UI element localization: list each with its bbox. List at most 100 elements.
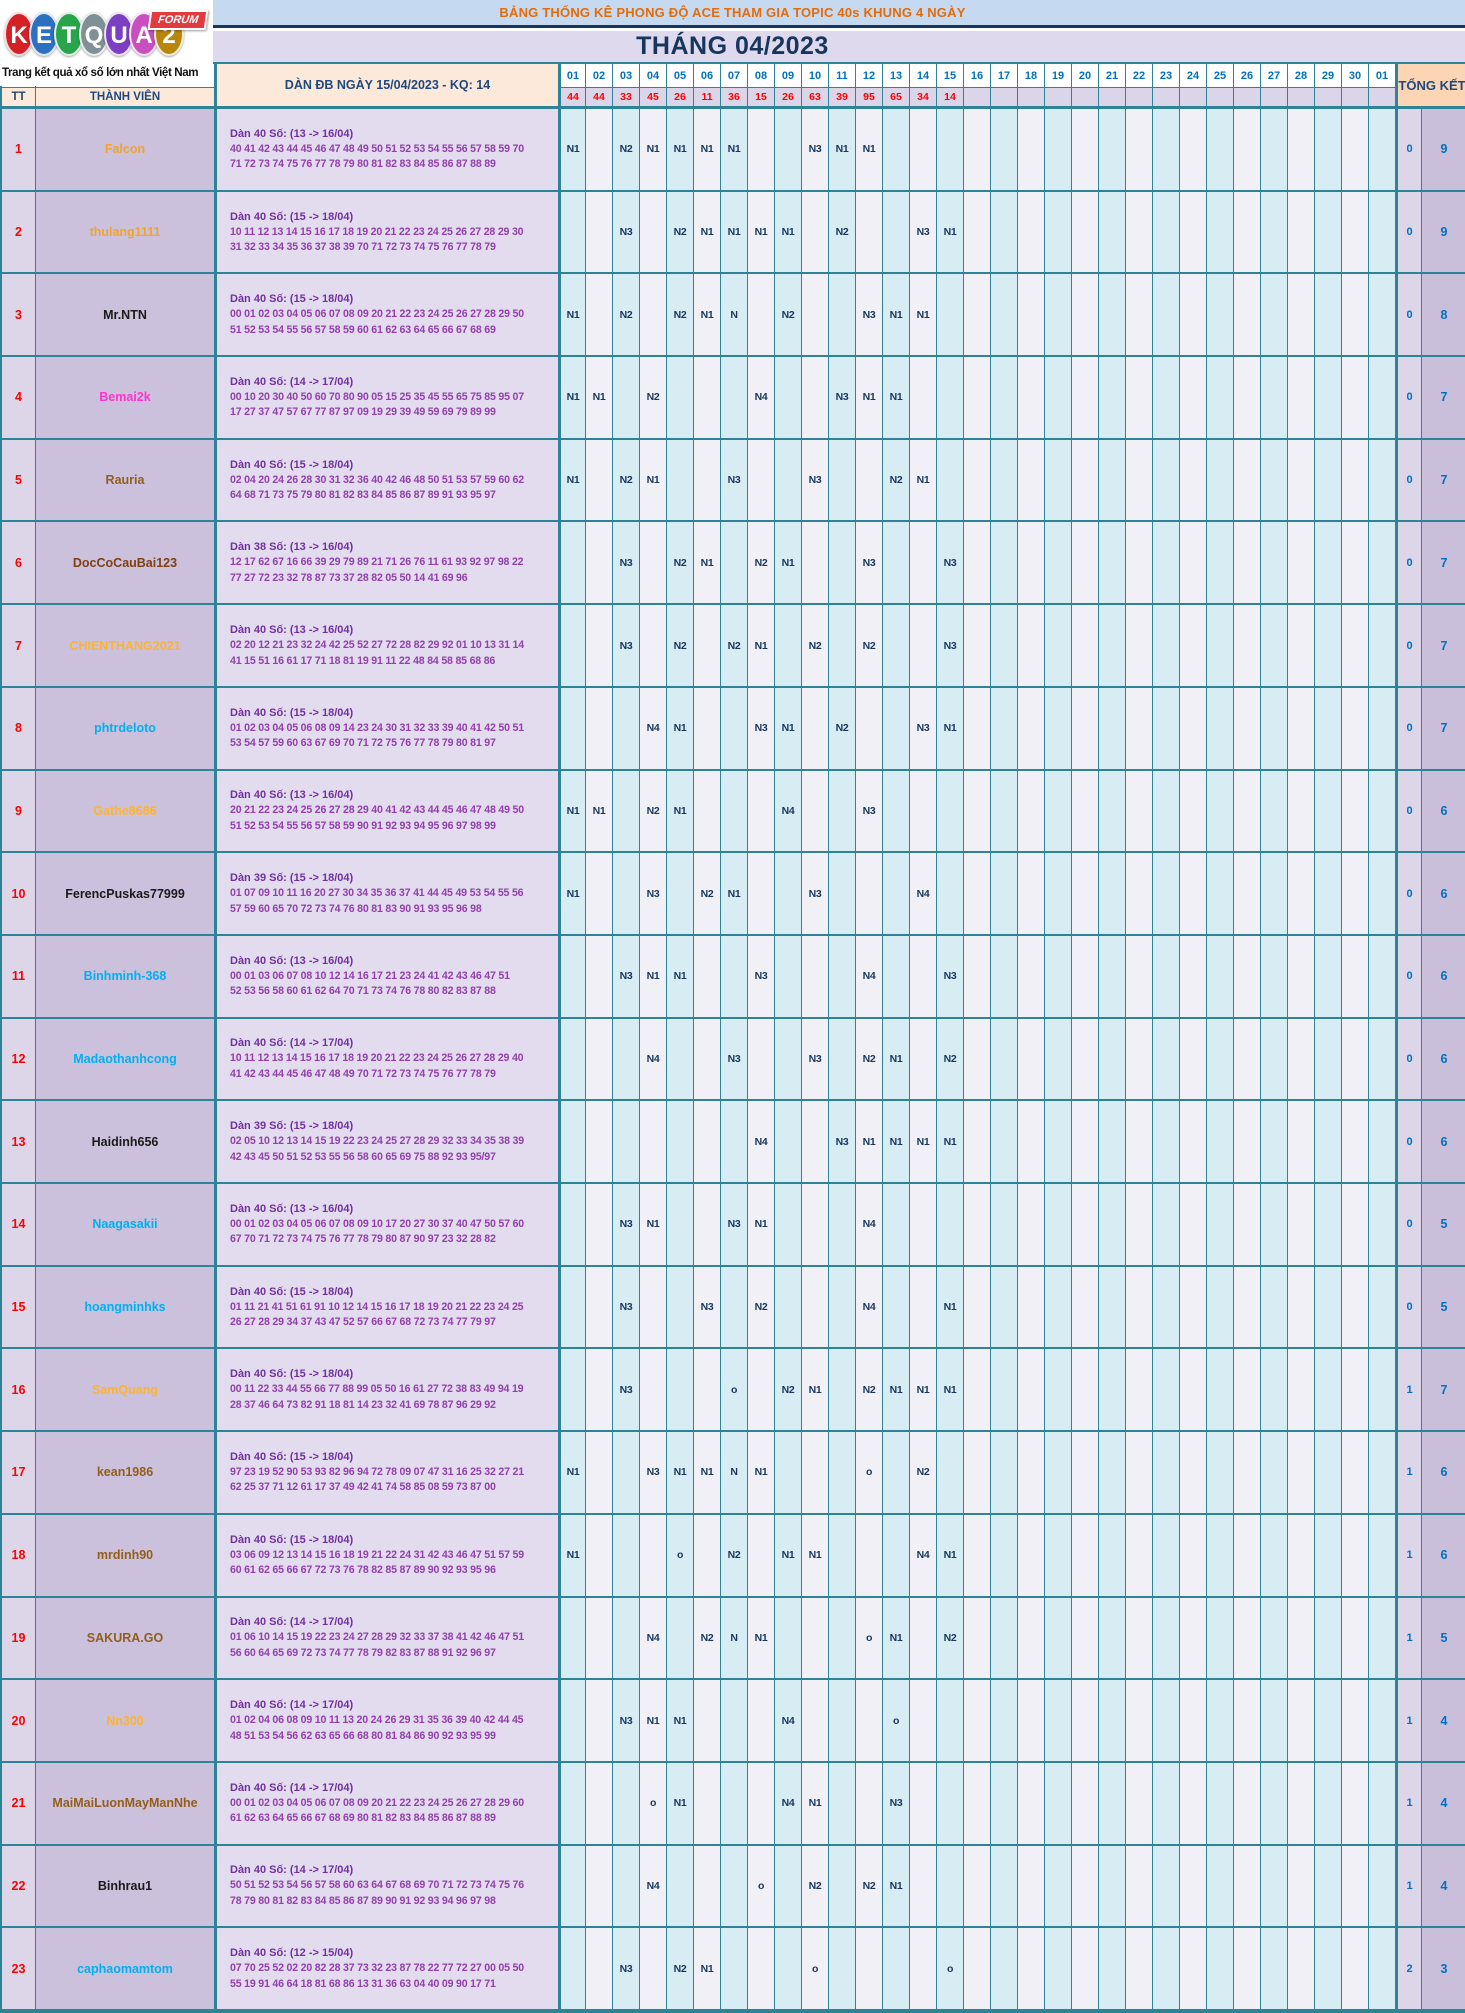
total-miss-cell: 0 [1396, 439, 1422, 523]
member-name[interactable]: Naagasakii [36, 1184, 215, 1267]
day-mark-cell [829, 935, 856, 1019]
day-mark-cell [883, 1432, 910, 1515]
day-mark-cell [1369, 439, 1396, 523]
total-hit-cell: 4 [1422, 1680, 1465, 1763]
day-mark-cell [559, 1928, 586, 2011]
day-mark-cell [1153, 109, 1180, 192]
tt-cell: 19 [2, 1597, 36, 1681]
day-mark-cell: o [856, 1432, 883, 1515]
member-name[interactable]: thulang1111 [36, 191, 215, 275]
day-mark-cell [829, 1018, 856, 1102]
day-mark-cell [1234, 1101, 1261, 1185]
member-name[interactable]: Rauria [36, 439, 215, 523]
tt-cell: 16 [2, 1349, 36, 1433]
dan-cell: Dàn 40 Số: (15 -> 18/04) 03 06 09 12 13 1… [215, 1514, 559, 1598]
day-mark-cell [802, 1597, 829, 1681]
member-name[interactable]: phtrdeloto [36, 687, 215, 771]
member-name[interactable]: SAKURA.GO [36, 1597, 215, 1681]
day-mark-cell: N1 [937, 687, 964, 771]
member-name[interactable]: kean1986 [36, 1432, 215, 1515]
day-mark-cell [964, 522, 991, 606]
member-name[interactable]: SamQuang [36, 1349, 215, 1433]
day-mark-cell [1045, 1432, 1072, 1515]
day-mark-cell [1234, 191, 1261, 275]
member-name[interactable]: Madaothanhcong [36, 1018, 215, 1102]
day-mark-cell [1207, 522, 1234, 606]
member-name[interactable]: Haidinh656 [36, 1101, 215, 1185]
day-mark-cell [991, 1514, 1018, 1598]
member-name[interactable]: Nn300 [36, 1680, 215, 1763]
day-mark-cell [613, 357, 640, 440]
total-miss-cell: 1 [1396, 1514, 1422, 1598]
day-mark-cell [1369, 1680, 1396, 1763]
day-mark-cell [1261, 109, 1288, 192]
dan-line2: 41 15 51 16 61 17 71 18 81 19 91 11 22 4… [230, 654, 496, 667]
tt-cell: 18 [2, 1514, 36, 1598]
member-name[interactable]: Binhminh-368 [36, 935, 215, 1019]
day-mark-cell [1018, 1928, 1045, 2011]
day-mark-cell [802, 357, 829, 440]
day-mark-cell [1369, 687, 1396, 771]
member-name[interactable]: Mr.NTN [36, 274, 215, 358]
member-name[interactable]: mrdinh90 [36, 1514, 215, 1598]
member-name[interactable]: FerencPuskas77999 [36, 853, 215, 936]
day-mark-cell [559, 1349, 586, 1433]
member-name[interactable]: MaiMaiLuonMayManNhe [36, 1762, 215, 1846]
day-mark-cell [1261, 1845, 1288, 1929]
member-name[interactable]: caphaomamtom [36, 1928, 215, 2011]
dan-line2: 51 52 53 54 55 56 57 58 59 60 61 62 63 6… [230, 323, 496, 336]
dan-title: Dàn 40 Số: (14 -> 17/04) [230, 1616, 354, 1629]
member-name[interactable]: hoangminhks [36, 1266, 215, 1350]
day-mark-cell [559, 522, 586, 606]
day-mark-cell [748, 274, 775, 358]
day-header-cell: 30 [1342, 64, 1369, 88]
dan-cell: Dàn 40 Số: (12 -> 15/04) 07 70 25 52 02 2… [215, 1928, 559, 2011]
day-mark-cell [613, 1514, 640, 1598]
day-header-cell: 29 [1315, 64, 1342, 88]
member-name[interactable]: DocCoCauBai123 [36, 522, 215, 606]
day-mark-cell [1099, 770, 1126, 854]
day-mark-cell [667, 1845, 694, 1929]
dan-line2: 57 59 60 65 70 72 73 74 76 80 81 83 90 9… [230, 902, 482, 915]
member-name[interactable]: Gathe8686 [36, 770, 215, 854]
day-mark-cell [1288, 770, 1315, 854]
day-mark-cell [1099, 1432, 1126, 1515]
day-mark-cell [1045, 1018, 1072, 1102]
day-mark-cell: N2 [856, 1845, 883, 1929]
member-name[interactable]: Falcon [36, 109, 215, 192]
day-mark-cell: N2 [721, 1514, 748, 1598]
day-mark-cell [964, 1101, 991, 1185]
day-mark-cell [1369, 274, 1396, 358]
day-mark-cell [1018, 109, 1045, 192]
day-mark-cell [1045, 439, 1072, 523]
member-name[interactable]: CHIENTHANG2021 [36, 605, 215, 688]
day-mark-cell [1342, 1845, 1369, 1929]
day-mark-cell [829, 770, 856, 854]
day-mark-cell: N1 [775, 522, 802, 606]
day-mark-cell: o [802, 1928, 829, 2011]
day-mark-cell [1072, 1266, 1099, 1350]
member-name[interactable]: Bemai2k [36, 357, 215, 440]
day-mark-cell [1234, 605, 1261, 688]
kq-value-cell: 14 [937, 88, 964, 109]
day-mark-cell [748, 1514, 775, 1598]
day-mark-cell: o [667, 1514, 694, 1598]
total-hit-cell: 6 [1422, 1514, 1465, 1598]
day-mark-cell [1180, 1184, 1207, 1267]
day-mark-cell [1099, 274, 1126, 358]
day-mark-cell [991, 1432, 1018, 1515]
dan-cell: Dàn 40 Số: (13 -> 16/04) 40 41 42 43 44 4… [215, 109, 559, 192]
day-mark-cell: N4 [640, 1597, 667, 1681]
day-mark-cell [721, 935, 748, 1019]
total-hit-cell: 6 [1422, 1018, 1465, 1102]
day-mark-cell [1099, 1928, 1126, 2011]
day-mark-cell [1099, 1762, 1126, 1846]
day-mark-cell [1126, 1018, 1153, 1102]
day-mark-cell [964, 1845, 991, 1929]
dan-line1: 01 02 03 04 05 06 08 09 14 23 24 30 31 3… [230, 721, 524, 734]
day-mark-cell: N [721, 1597, 748, 1681]
day-mark-cell: N1 [856, 109, 883, 192]
day-mark-cell [910, 1762, 937, 1846]
member-name[interactable]: Binhrau1 [36, 1845, 215, 1929]
